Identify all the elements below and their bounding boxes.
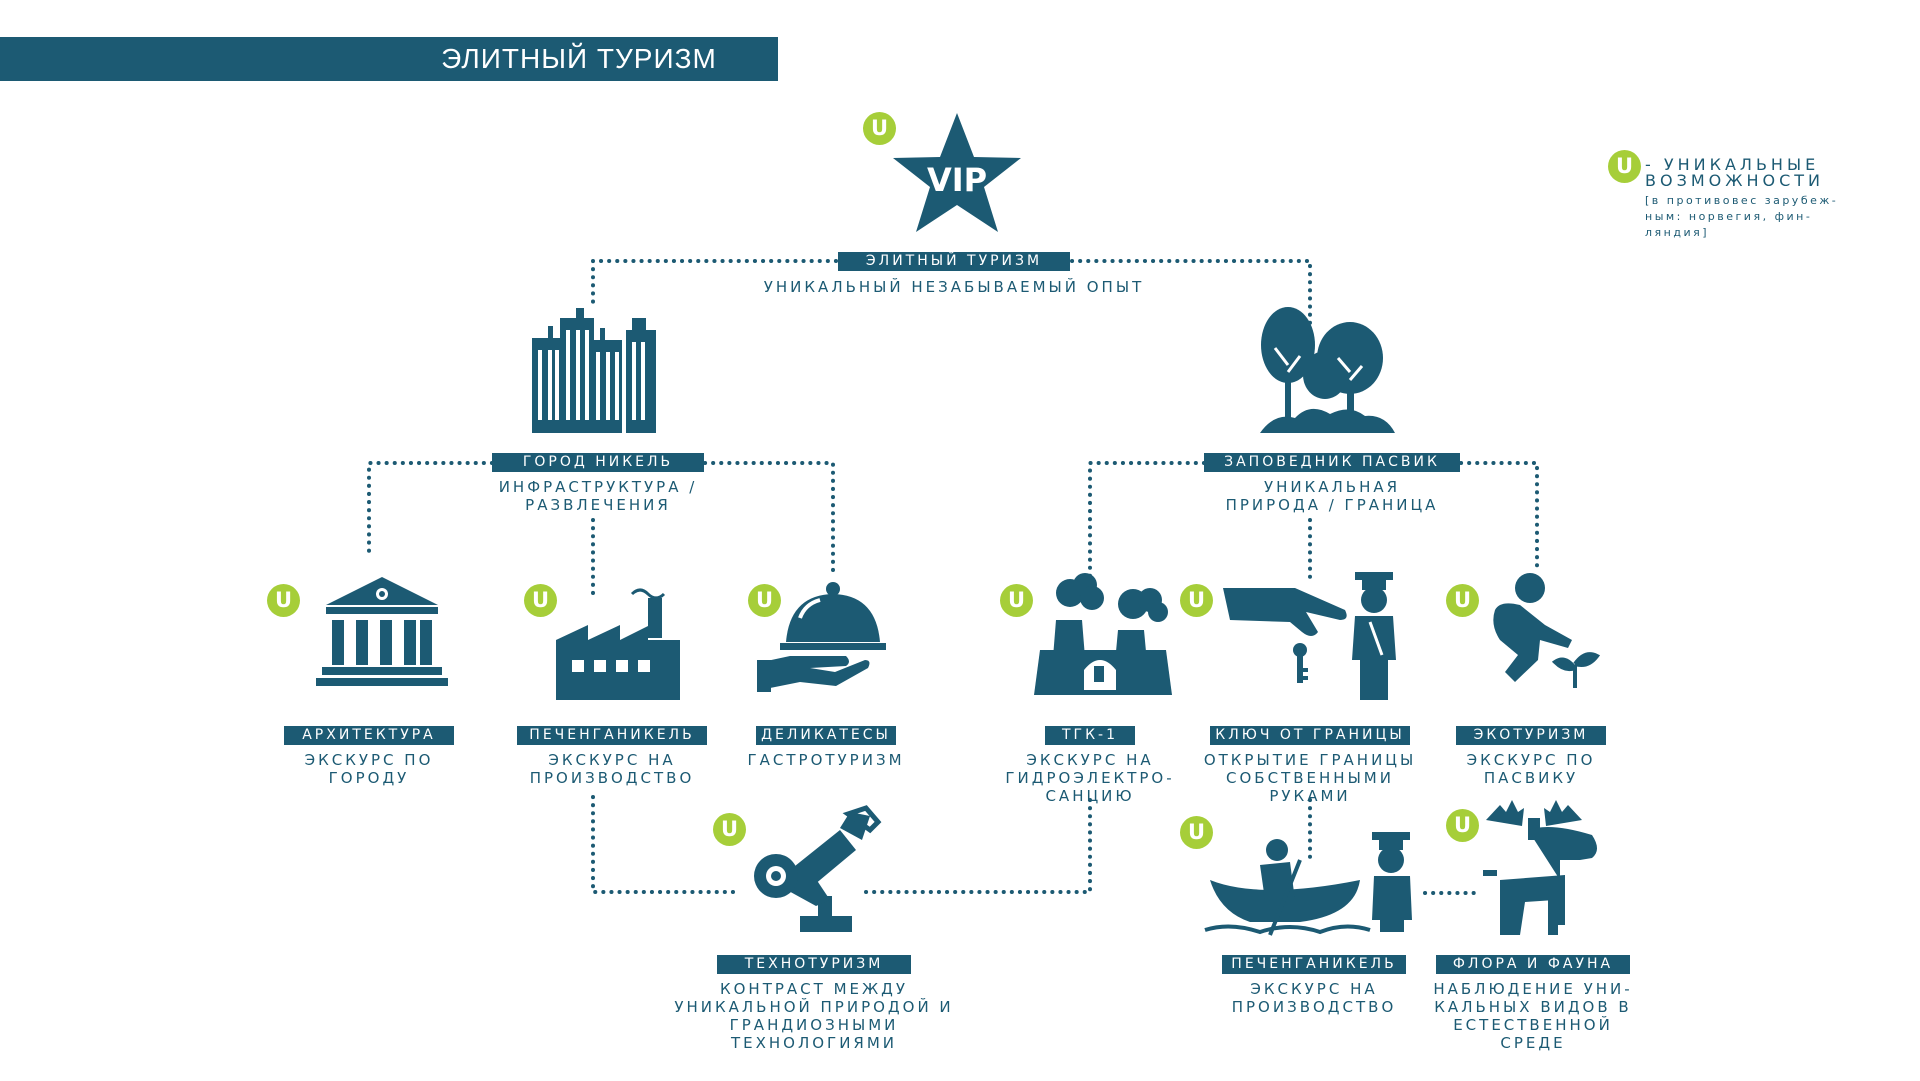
legend-note: [в противовес зарубеж- ным: норвегия, фи… [1645,194,1839,239]
connector-reserve-left [1088,461,1206,579]
hand-key-guard-icon [1223,572,1396,700]
moose-icon [1483,800,1597,935]
architecture-desc: ЭКСКУРС ПО ГОРОДУ [304,751,434,787]
technotourism-desc: КОНТРАСТ МЕЖДУ УНИКАЛЬНОЙ ПРИРОДОЙ И ГРА… [674,980,954,1052]
tgk-label: ТГК-1 [1045,726,1135,745]
unique-badge-pechenga1: U [524,584,557,617]
unique-badge-tgk: U [1000,584,1033,617]
ecotourism-label: ЭКОТУРИЗМ [1456,726,1606,745]
boat-guard-icon [1204,832,1412,936]
power-plant-icon [1034,573,1172,695]
delicacies-desc: ГАСТРОТУРИЗМ [747,751,905,769]
factory-icon [556,588,680,700]
unique-badge-vip: U [863,112,896,145]
legend-unique-badge: U [1608,150,1641,183]
border-key-label: КЛЮЧ ОТ ГРАНИЦЫ [1210,726,1410,745]
eco-planting-icon [1493,573,1601,688]
flora-desc: НАБЛЮДЕНИЕ УНИ- КАЛЬНЫХ ВИДОВ В ЕСТЕСТВЕ… [1433,980,1633,1052]
robot-arm-icon [754,805,882,932]
connector-root-right [1070,259,1312,332]
reserve-label: ЗАПОВЕДНИК ПАСВИК [1204,453,1460,472]
city-label: ГОРОД НИКЕЛЬ [492,453,704,472]
pechenga1-label: ПЕЧЕНГАНИКЕЛЬ [517,726,707,745]
tgk-desc: ЭКСКУРС НА ГИДРОЭЛЕКТРО- САНЦИЮ [1005,751,1175,805]
ecotourism-desc: ЭКСКУРС ПО ПАСВИКУ [1466,751,1596,787]
header-bar [0,37,778,81]
unique-badge-ecotourism: U [1446,584,1479,617]
museum-icon [316,577,448,686]
connector-tgk-techno [858,798,1092,894]
unique-badge-flora: U [1446,809,1479,842]
page-title: ЭЛИТНЫЙ ТУРИЗМ [441,43,717,74]
root-desc: УНИКАЛЬНЫЙ НЕЗАБЫВАЕМЫЙ ОПЫТ [763,278,1145,296]
connector-reserve-right [1459,461,1539,572]
cloche-icon [757,582,886,692]
trees-icon [1260,307,1395,433]
unique-badge-pechenga2: U [1180,816,1213,849]
root-label: ЭЛИТНЫЙ ТУРИЗМ [838,252,1070,271]
technotourism-label: ТЕХНОТУРИЗМ [717,955,911,974]
unique-badge-delicacies: U [748,584,781,617]
border-key-desc: ОТКРЫТИЕ ГРАНИЦЫ СОБСТВЕННЫМИ РУКАМИ [1203,751,1417,805]
legend-text: - УНИКАЛЬНЫЕ ВОЗМОЖНОСТИ [1645,155,1824,190]
pechenga2-label: ПЕЧЕНГАНИКЕЛЬ [1222,955,1406,974]
unique-badge-border-key: U [1180,584,1213,617]
unique-badge-architecture: U [267,584,300,617]
vip-star-text: VIP [927,161,987,199]
flora-label: ФЛОРА И ФАУНА [1436,955,1630,974]
connector-lines [367,259,1539,895]
connector-city-left [367,461,494,557]
delicacies-label: ДЕЛИКАТЕСЫ [756,726,896,745]
unique-badge-technotourism: U [713,813,746,846]
pechenga2-desc: ЭКСКУРС НА ПРОИЗВОДСТВО [1231,980,1397,1016]
city-buildings-icon [532,308,656,433]
architecture-label: АРХИТЕКТУРА [284,726,454,745]
pechenga1-desc: ЭКСКУРС НА ПРОИЗВОДСТВО [529,751,695,787]
connector-root-left [591,259,838,305]
connector-city-right [703,461,835,575]
reserve-desc: УНИКАЛЬНАЯ ПРИРОДА / ГРАНИЦА [1225,478,1439,514]
vip-star-icon: VIP [893,113,1021,232]
city-desc: ИНФРАСТРУКТУРА / РАЗВЛЕЧЕНИЯ [498,478,698,514]
connector-pechenga-techno [591,795,742,894]
